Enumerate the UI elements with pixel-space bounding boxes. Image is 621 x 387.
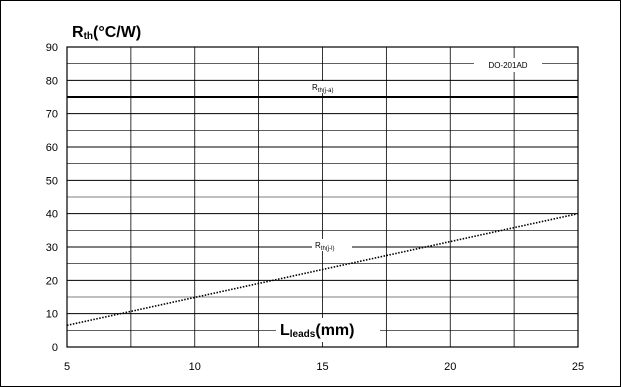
series-label-rth-jl: Rth(j-l) xyxy=(315,241,334,252)
y-label-sub: th xyxy=(84,31,93,42)
series-label-rth-ja-main: R xyxy=(312,83,318,92)
x-tick-label: 20 xyxy=(444,361,456,373)
y-tick-label: 70 xyxy=(46,109,58,121)
y-tick-label: 20 xyxy=(46,275,58,287)
series-label-rth-jl-main: R xyxy=(315,241,321,250)
package-label-background xyxy=(474,58,542,72)
x-tick-label: 15 xyxy=(316,361,328,373)
y-label-rest: (°C/W) xyxy=(93,24,141,41)
series-label-rth-ja: Rth(j-a) xyxy=(312,83,333,94)
axes xyxy=(66,46,579,348)
x-tick-label: 25 xyxy=(572,361,584,373)
y-tick-label: 80 xyxy=(46,75,58,87)
x-tick-label: 5 xyxy=(64,361,70,373)
x-label-main: L xyxy=(280,322,290,339)
y-tick-label: 40 xyxy=(46,209,58,221)
x-label-rest: (mm) xyxy=(315,322,354,339)
series-label-rth-jl-sub: th(j-l) xyxy=(321,246,335,252)
y-axis-label: Rth(°C/W) xyxy=(72,24,141,42)
x-tick-label: 10 xyxy=(189,361,201,373)
y-tick-label: 10 xyxy=(46,309,58,321)
y-tick-label: 60 xyxy=(46,142,58,154)
package-label: DO-201AD xyxy=(488,61,527,70)
series-label-bg-rth-ja xyxy=(308,81,356,93)
y-tick-label: 90 xyxy=(46,42,58,54)
y-label-main: R xyxy=(72,24,84,41)
x-axis-label: Lleads(mm) xyxy=(280,322,354,340)
x-label-background xyxy=(276,318,380,342)
plot-border xyxy=(66,46,579,348)
series-line-thj-l xyxy=(66,212,579,327)
tick-labels: 0 10 20 30 40 50 60 70 80 90 5 10 15 20 25 xyxy=(46,42,584,373)
y-tick-label: 50 xyxy=(46,175,58,187)
series-label-rth-ja-sub: th(j-a) xyxy=(318,88,334,94)
y-tick-label: 0 xyxy=(52,342,58,354)
series-label-bg-rth-jl xyxy=(312,239,352,251)
y-tick-label: 30 xyxy=(46,242,58,254)
series-lines xyxy=(66,96,579,327)
x-label-sub: leads xyxy=(290,329,316,340)
